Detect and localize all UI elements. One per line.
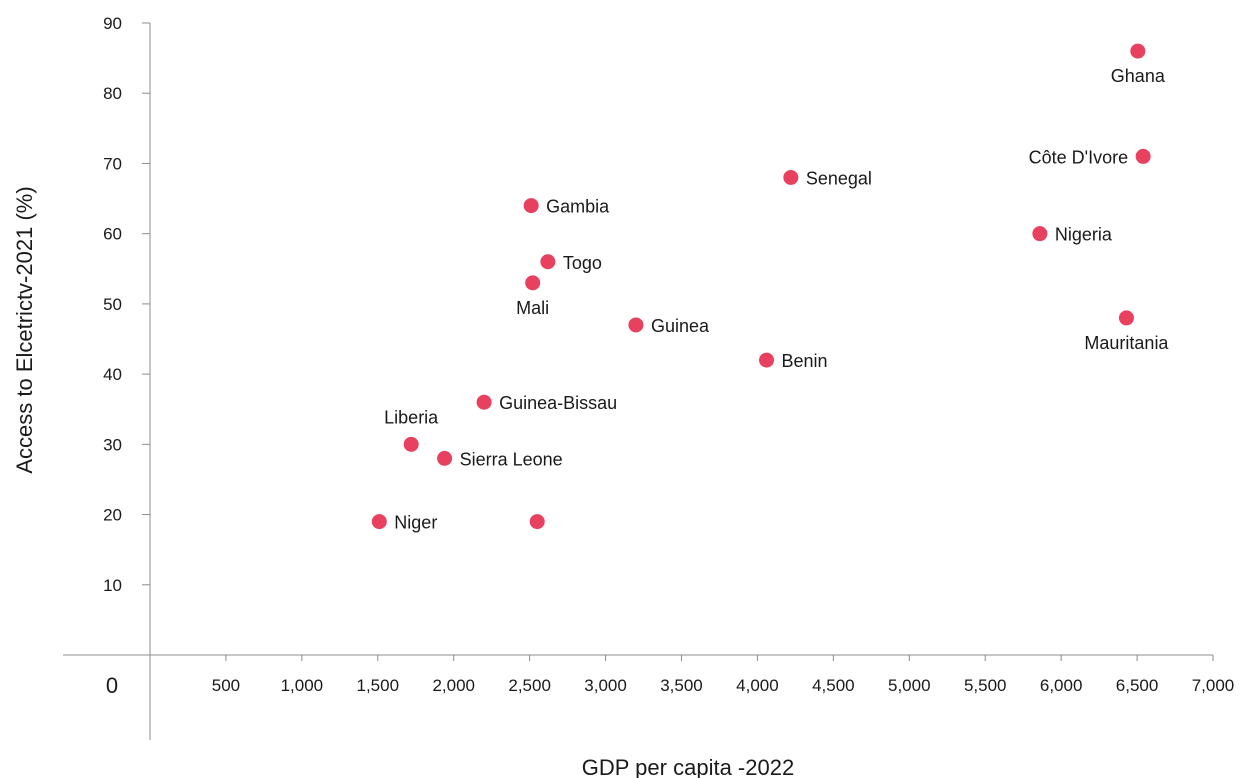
- data-point-label: Senegal: [806, 168, 872, 188]
- data-point: [1117, 309, 1135, 327]
- x-tick-label: 5,500: [964, 676, 1007, 695]
- data-point: [1129, 42, 1147, 60]
- y-tick-label: 40: [103, 365, 122, 384]
- y-tick-label: 50: [103, 295, 122, 314]
- data-point: [627, 316, 645, 334]
- x-tick-label: 1,500: [357, 676, 400, 695]
- origin-label: 0: [106, 673, 118, 698]
- x-tick-label: 2,000: [432, 676, 475, 695]
- data-point: [370, 513, 388, 531]
- x-tick-label: 7,000: [1192, 676, 1235, 695]
- x-tick-label: 3,000: [584, 676, 627, 695]
- x-tick-label: 6,000: [1040, 676, 1083, 695]
- data-point-label: Guinea-Bissau: [499, 393, 617, 413]
- axes: [63, 23, 1213, 740]
- x-axis-ticks: 500 1,000 1,500 2,000 2,500 3,000 3,500 4,000 4,…: [212, 655, 1235, 695]
- y-tick-label: 20: [103, 506, 122, 525]
- x-tick-label: 6,500: [1116, 676, 1159, 695]
- data-point-label: Mauritania: [1084, 333, 1169, 353]
- data-point-label: Liberia: [384, 407, 439, 427]
- x-tick-label: 500: [212, 676, 240, 695]
- x-tick-label: 1,000: [281, 676, 324, 695]
- x-tick-label: 4,500: [812, 676, 855, 695]
- data-point-label: Guinea: [651, 316, 710, 336]
- data-point-label: Mali: [516, 298, 549, 318]
- x-tick-label: 2,500: [508, 676, 551, 695]
- data-point: [1031, 225, 1049, 243]
- y-tick-label: 10: [103, 576, 122, 595]
- data-point: [758, 351, 776, 369]
- data-point: [782, 168, 800, 186]
- data-point: [402, 435, 420, 453]
- y-tick-label: 70: [103, 154, 122, 173]
- data-point-label: Ghana: [1111, 66, 1166, 86]
- x-tick-label: 4,000: [736, 676, 779, 695]
- data-point-label: Côte D'Ivore: [1029, 147, 1128, 167]
- data-point-label: Sierra Leone: [460, 449, 563, 469]
- y-axis-title: Access to Elcetrictv-2021 (%): [12, 186, 37, 473]
- y-tick-label: 90: [103, 14, 122, 33]
- data-point-label: Togo: [563, 253, 602, 273]
- data-point-label: Benin: [782, 351, 828, 371]
- data-points: [370, 42, 1152, 531]
- data-point-label: Nigeria: [1055, 225, 1113, 245]
- data-point: [528, 513, 546, 531]
- data-point: [539, 253, 557, 271]
- data-point: [475, 393, 493, 411]
- data-point: [524, 274, 542, 292]
- x-tick-label: 5,000: [888, 676, 931, 695]
- y-tick-label: 30: [103, 435, 122, 454]
- data-point: [1134, 147, 1152, 165]
- data-point: [522, 197, 540, 215]
- data-point-labels: Ghana Côte D'Ivore Senegal Gambia Nigeria Tog…: [384, 66, 1169, 532]
- data-point: [436, 449, 454, 467]
- y-tick-label: 60: [103, 225, 122, 244]
- data-point-label: Niger: [394, 513, 437, 533]
- x-tick-label: 3,500: [660, 676, 703, 695]
- y-tick-label: 80: [103, 84, 122, 103]
- y-axis-ticks: 10 20 30 40 50 60 70 80 90: [103, 14, 150, 595]
- data-point-label: Gambia: [546, 197, 610, 217]
- x-axis-title: GDP per capita -2022: [582, 755, 794, 778]
